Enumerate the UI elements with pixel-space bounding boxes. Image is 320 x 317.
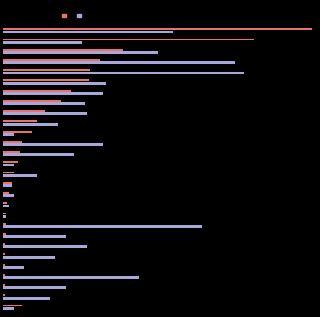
Bar: [3, 141, 22, 143]
Bar: [3, 110, 45, 112]
Bar: [3, 161, 18, 163]
Bar: [3, 256, 55, 259]
Bar: [3, 192, 10, 194]
Bar: [3, 305, 22, 307]
Bar: [3, 171, 14, 173]
Bar: [3, 164, 14, 166]
Bar: [3, 297, 50, 300]
Bar: [3, 59, 100, 61]
Legend: , : ,: [62, 13, 81, 18]
Bar: [3, 102, 85, 105]
Bar: [3, 243, 5, 245]
Bar: [3, 30, 172, 34]
Bar: [3, 264, 5, 266]
Bar: [3, 215, 6, 218]
Bar: [3, 294, 5, 296]
Bar: [3, 61, 235, 64]
Bar: [3, 28, 312, 30]
Bar: [3, 276, 139, 279]
Bar: [3, 225, 202, 228]
Bar: [3, 69, 90, 71]
Bar: [3, 212, 6, 214]
Bar: [3, 123, 58, 126]
Bar: [3, 174, 37, 177]
Bar: [3, 307, 14, 310]
Bar: [3, 72, 244, 74]
Bar: [3, 286, 66, 289]
Bar: [3, 92, 102, 95]
Bar: [3, 39, 254, 40]
Bar: [3, 90, 71, 92]
Bar: [3, 143, 102, 146]
Bar: [3, 131, 32, 133]
Bar: [3, 235, 66, 238]
Bar: [3, 245, 87, 248]
Bar: [3, 284, 5, 286]
Bar: [3, 133, 14, 136]
Bar: [3, 202, 7, 204]
Bar: [3, 254, 5, 255]
Bar: [3, 274, 5, 276]
Bar: [3, 182, 12, 184]
Bar: [3, 120, 37, 122]
Bar: [3, 194, 14, 197]
Bar: [3, 80, 89, 81]
Bar: [3, 151, 20, 153]
Bar: [3, 41, 82, 44]
Bar: [3, 49, 124, 51]
Bar: [3, 233, 6, 235]
Bar: [3, 223, 6, 225]
Bar: [3, 184, 12, 187]
Bar: [3, 113, 87, 115]
Bar: [3, 153, 74, 156]
Bar: [3, 204, 10, 207]
Bar: [3, 82, 106, 85]
Bar: [3, 100, 61, 102]
Bar: [3, 266, 24, 269]
Bar: [3, 51, 158, 54]
